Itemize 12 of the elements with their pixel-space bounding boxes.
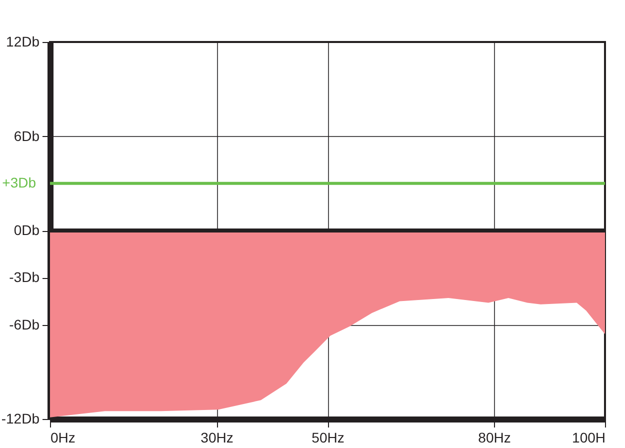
y-tick-label: -12Db [1,410,40,426]
y-tick-label: 6Db [14,128,40,144]
x-tick-label: 50Hz [312,430,344,446]
y-tick-label: -6Db [9,316,40,332]
x-tick-label: 100H [572,430,606,446]
y-tick-label: 0Db [14,222,40,238]
y-tick-label: 12Db [6,34,40,50]
x-tick-label: 0Hz [50,430,76,446]
ref-line-label: +3Db [2,174,36,190]
x-tick-label: 30Hz [200,430,234,446]
x-tick-label: 80Hz [478,430,511,446]
y-tick-label: -3Db [9,269,40,286]
